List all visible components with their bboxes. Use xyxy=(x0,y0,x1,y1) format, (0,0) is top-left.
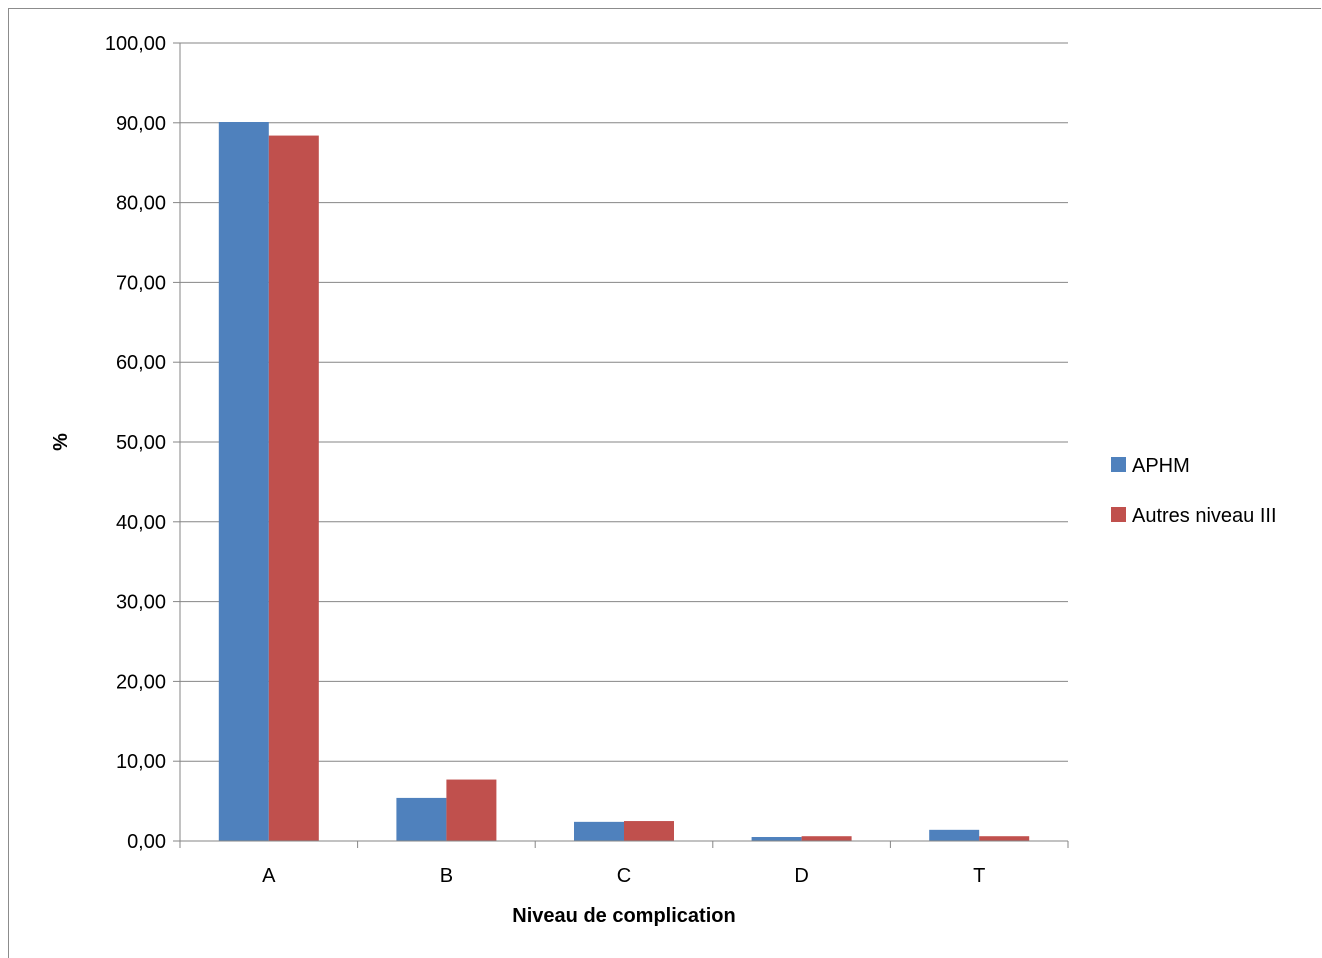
y-tick-label: 90,00 xyxy=(116,113,166,135)
bar-autres-niveau-iii xyxy=(268,135,319,841)
legend-swatch xyxy=(1111,457,1126,472)
y-tick-label: 50,00 xyxy=(116,432,166,454)
x-tick-label: C xyxy=(617,865,631,887)
legend-label: APHM xyxy=(1132,455,1190,477)
legend-label: Autres niveau III xyxy=(1132,505,1277,527)
y-tick-label: 30,00 xyxy=(116,592,166,614)
y-tick-label: 0,00 xyxy=(127,831,166,853)
y-tick-label: 80,00 xyxy=(116,193,166,215)
bar-autres-niveau-iii xyxy=(446,779,497,841)
x-axis-title: Niveau de complication xyxy=(512,905,735,927)
bar-autres-niveau-iii xyxy=(801,836,852,841)
y-tick-label: 100,00 xyxy=(105,33,166,55)
x-tick-label: D xyxy=(794,865,808,887)
bar-autres-niveau-iii xyxy=(979,836,1030,841)
y-tick-label: 10,00 xyxy=(116,751,166,773)
legend-swatch xyxy=(1111,507,1126,522)
bars xyxy=(218,122,1030,841)
x-tick-label: A xyxy=(262,865,276,887)
bar-aphm xyxy=(218,122,269,841)
legend: APHM Autres niveau III xyxy=(1111,455,1277,527)
bar-autres-niveau-iii xyxy=(624,821,674,841)
y-tick-label: 40,00 xyxy=(116,512,166,534)
y-axis-title: % xyxy=(50,433,72,451)
y-tick-label: 20,00 xyxy=(116,671,166,693)
chart-frame xyxy=(8,8,1321,958)
bar-aphm xyxy=(574,821,624,841)
bar-aphm xyxy=(929,829,980,841)
x-tick-label: T xyxy=(973,865,985,887)
gridlines xyxy=(173,42,1069,848)
bar-aphm xyxy=(396,797,447,841)
y-tick-label: 70,00 xyxy=(116,272,166,294)
axes xyxy=(179,43,1068,842)
y-tick-label: 60,00 xyxy=(116,352,166,374)
y-tick-labels: 0,00 10,00 20,00 30,00 40,00 50,00 60,00 70,00 8… xyxy=(105,33,166,853)
bar-aphm xyxy=(751,837,802,841)
x-tick-label: B xyxy=(440,865,453,887)
